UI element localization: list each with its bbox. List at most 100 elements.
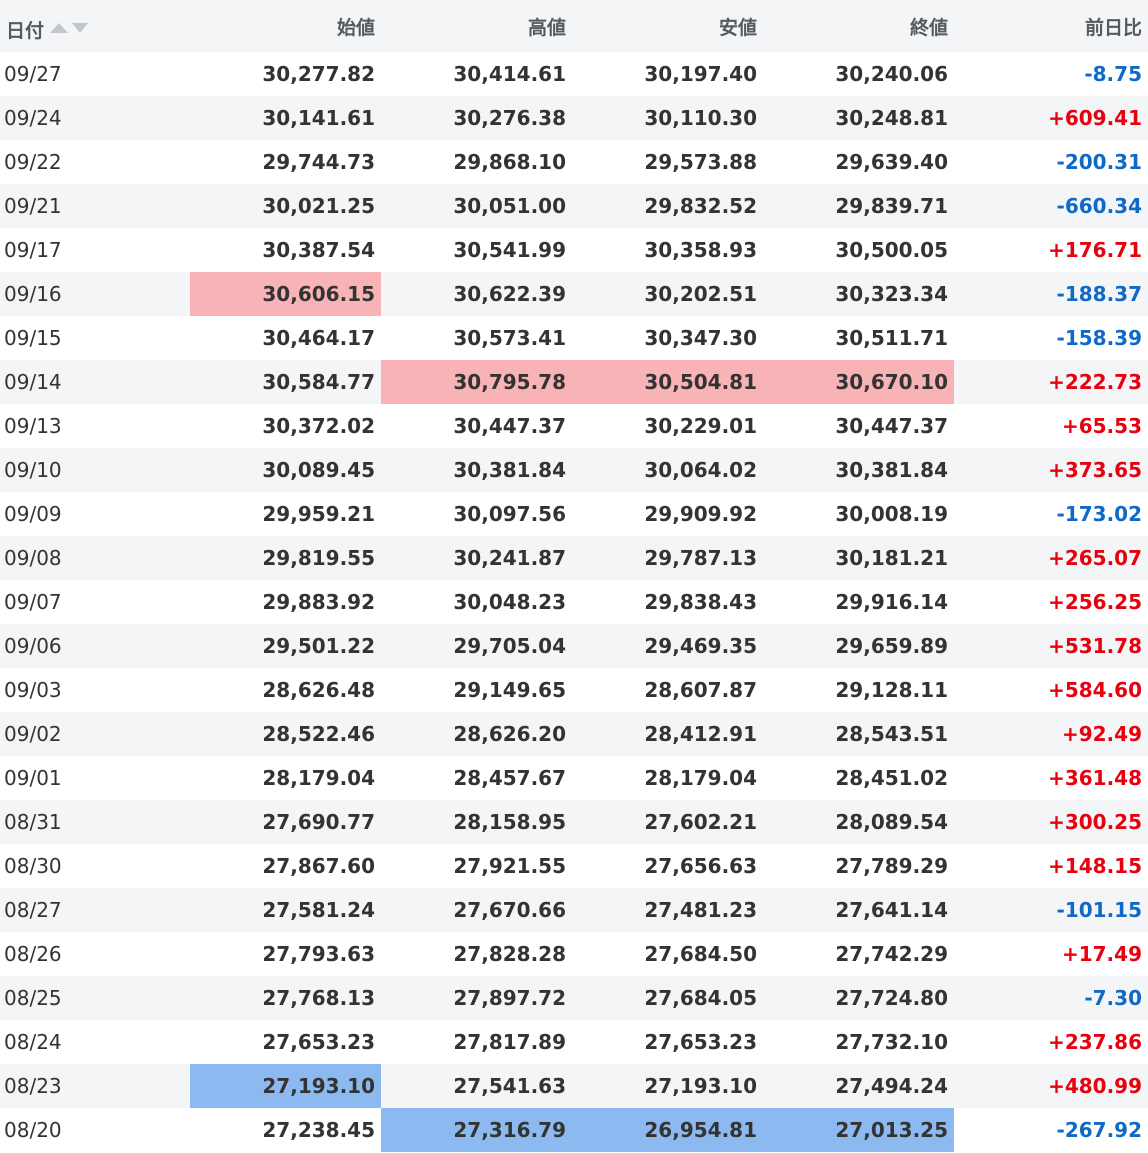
cell-date: 09/13 [4, 414, 62, 438]
cell-high: 27,897.72 [453, 986, 566, 1010]
cell-high: 30,051.00 [453, 194, 566, 218]
cell-date: 08/20 [4, 1118, 62, 1142]
cell-low: 30,229.01 [644, 414, 757, 438]
cell-open: 30,606.15 [190, 272, 381, 316]
cell-close: 30,008.19 [835, 502, 948, 526]
column-header-low: 安値 [718, 16, 757, 39]
cell-close: 27,742.29 [835, 942, 948, 966]
cell-close: 28,451.02 [835, 766, 948, 790]
cell-change: +17.49 [1061, 942, 1142, 966]
cell-close: 30,670.10 [763, 360, 954, 404]
cell-high: 30,048.23 [453, 590, 566, 614]
sort-desc-icon[interactable] [72, 23, 89, 33]
cell-date: 09/15 [4, 326, 62, 350]
cell-open: 27,653.23 [262, 1030, 375, 1054]
cell-open: 27,793.63 [262, 942, 375, 966]
cell-change: -158.39 [1056, 326, 1142, 350]
cell-high: 27,921.55 [453, 854, 566, 878]
column-header-label: 日付 [6, 19, 45, 42]
table-row: 09/17 30,387.54 30,541.99 30,358.93 30,500.0… [0, 228, 1148, 272]
cell-high: 30,097.56 [453, 502, 566, 526]
cell-high: 30,447.37 [453, 414, 566, 438]
cell-open: 29,501.22 [262, 634, 375, 658]
cell-high: 28,457.67 [453, 766, 566, 790]
cell-change: +92.49 [1061, 722, 1142, 746]
cell-date: 08/26 [4, 942, 62, 966]
cell-low: 30,347.30 [644, 326, 757, 350]
cell-close: 27,494.24 [835, 1074, 948, 1098]
cell-high: 27,316.79 [381, 1108, 572, 1152]
cell-low: 29,832.52 [644, 194, 757, 218]
cell-high: 29,705.04 [453, 634, 566, 658]
cell-open: 28,626.48 [262, 678, 375, 702]
table-row: 09/06 29,501.22 29,705.04 29,469.35 29,659.8… [0, 624, 1148, 668]
cell-close: 27,641.14 [835, 898, 948, 922]
cell-change: -173.02 [1056, 502, 1142, 526]
cell-open: 28,179.04 [262, 766, 375, 790]
cell-open: 28,522.46 [262, 722, 375, 746]
cell-close: 28,543.51 [835, 722, 948, 746]
cell-close: 30,248.81 [835, 106, 948, 130]
cell-high: 27,541.63 [453, 1074, 566, 1098]
cell-high: 29,149.65 [453, 678, 566, 702]
cell-date: 08/24 [4, 1030, 62, 1054]
cell-change: +237.86 [1048, 1030, 1142, 1054]
cell-high: 29,868.10 [453, 150, 566, 174]
table-row: 08/30 27,867.60 27,921.55 27,656.63 27,789.2… [0, 844, 1148, 888]
cell-open: 27,581.24 [262, 898, 375, 922]
cell-low: 30,064.02 [644, 458, 757, 482]
sort-asc-icon[interactable] [50, 23, 69, 33]
cell-low: 26,954.81 [572, 1108, 763, 1152]
table-row: 09/10 30,089.45 30,381.84 30,064.02 30,381.8… [0, 448, 1148, 492]
cell-high: 30,381.84 [453, 458, 566, 482]
cell-close: 27,789.29 [835, 854, 948, 878]
cell-change: +222.73 [1048, 370, 1142, 394]
cell-low: 28,607.87 [644, 678, 757, 702]
table-row: 09/27 30,277.82 30,414.61 30,197.40 30,240.0… [0, 52, 1148, 96]
cell-high: 30,622.39 [453, 282, 566, 306]
cell-date: 09/21 [4, 194, 62, 218]
column-header-date[interactable]: 日付 [0, 0, 190, 52]
cell-open: 27,193.10 [190, 1064, 381, 1108]
cell-low: 27,481.23 [644, 898, 757, 922]
cell-close: 30,240.06 [835, 62, 948, 86]
column-header-close: 終値 [909, 16, 948, 39]
cell-open: 27,768.13 [262, 986, 375, 1010]
cell-date: 09/08 [4, 546, 62, 570]
cell-low: 27,656.63 [644, 854, 757, 878]
cell-low: 28,412.91 [644, 722, 757, 746]
cell-low: 27,684.50 [644, 942, 757, 966]
table-body: 09/27 30,277.82 30,414.61 30,197.40 30,240.0… [0, 52, 1148, 1152]
cell-date: 09/07 [4, 590, 62, 614]
table-row: 09/21 30,021.25 30,051.00 29,832.52 29,839.7… [0, 184, 1148, 228]
cell-open: 30,584.77 [262, 370, 375, 394]
cell-date: 09/09 [4, 502, 62, 526]
cell-date: 09/14 [4, 370, 62, 394]
cell-low: 27,602.21 [644, 810, 757, 834]
cell-date: 09/06 [4, 634, 62, 658]
cell-open: 30,387.54 [262, 238, 375, 262]
cell-change: +361.48 [1048, 766, 1142, 790]
cell-close: 29,128.11 [835, 678, 948, 702]
cell-open: 29,959.21 [262, 502, 375, 526]
cell-change: -8.75 [1084, 62, 1142, 86]
table-row: 09/09 29,959.21 30,097.56 29,909.92 30,008.1… [0, 492, 1148, 536]
cell-low: 29,787.13 [644, 546, 757, 570]
cell-low: 29,909.92 [644, 502, 757, 526]
cell-open: 30,089.45 [262, 458, 375, 482]
cell-low: 27,193.10 [644, 1074, 757, 1098]
table-header-row: 日付 始値 高値 安値 終値 前日比 [0, 0, 1148, 52]
cell-low: 30,504.81 [572, 360, 763, 404]
cell-low: 27,684.05 [644, 986, 757, 1010]
sort-toggle[interactable] [50, 16, 89, 38]
cell-open: 29,883.92 [262, 590, 375, 614]
cell-date: 08/31 [4, 810, 62, 834]
cell-change: +265.07 [1048, 546, 1142, 570]
cell-open: 27,690.77 [262, 810, 375, 834]
cell-high: 30,241.87 [453, 546, 566, 570]
cell-low: 29,469.35 [644, 634, 757, 658]
cell-close: 27,013.25 [763, 1108, 954, 1152]
cell-date: 09/24 [4, 106, 62, 130]
cell-low: 30,197.40 [644, 62, 757, 86]
